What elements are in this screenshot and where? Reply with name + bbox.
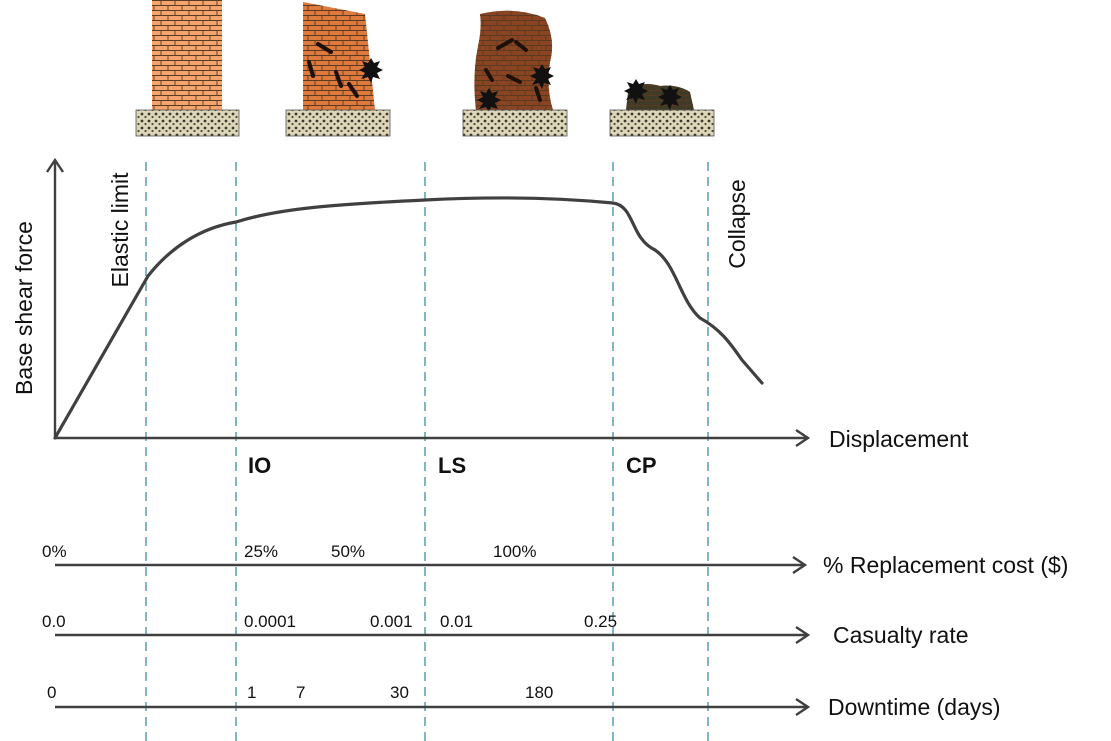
performance-level-ls: LS xyxy=(438,453,466,478)
y-axis-label: Base shear force xyxy=(11,221,37,395)
replacement-cost-label: % Replacement cost ($) xyxy=(823,552,1068,578)
casualty-rate-label: Casualty rate xyxy=(833,622,969,648)
wall-ls-damage-icon xyxy=(462,10,568,137)
spall-icon xyxy=(477,64,554,113)
replacement-cost-scale: 0% 25% 50% 100% % Replacement cost ($) xyxy=(42,542,1068,578)
elastic-limit-label: Elastic limit xyxy=(107,172,133,288)
replacement-cost-tick: 50% xyxy=(331,542,365,561)
casualty-rate-tick: 0.0001 xyxy=(244,612,296,631)
performance-level-io: IO xyxy=(248,453,271,478)
main-axes xyxy=(46,157,811,447)
replacement-cost-tick: 100% xyxy=(493,542,536,561)
casualty-rate-tick: 0.001 xyxy=(370,612,413,631)
downtime-label: Downtime (days) xyxy=(828,694,1001,720)
downtime-tick: 180 xyxy=(525,683,553,702)
wall-cp-collapse-icon xyxy=(609,79,715,137)
wall-io-damage-icon xyxy=(285,2,391,137)
casualty-rate-tick: 0.25 xyxy=(584,612,617,631)
spall-icon xyxy=(359,58,383,83)
downtime-tick: 7 xyxy=(296,683,305,702)
replacement-cost-tick: 25% xyxy=(244,542,278,561)
replacement-cost-tick: 0% xyxy=(42,542,67,561)
casualty-rate-tick: 0.0 xyxy=(42,612,66,631)
spall-icon xyxy=(624,79,682,110)
performance-level-cp: CP xyxy=(626,453,657,478)
x-axis-label: Displacement xyxy=(829,426,969,452)
downtime-tick: 0 xyxy=(47,683,56,702)
casualty-rate-tick: 0.01 xyxy=(440,612,473,631)
collapse-label: Collapse xyxy=(724,179,750,269)
casualty-rate-scale: 0.0 0.0001 0.001 0.01 0.25 Casualty rate xyxy=(42,612,969,648)
wall-intact-icon xyxy=(135,0,240,137)
downtime-tick: 30 xyxy=(390,683,409,702)
downtime-scale: 0 1 7 30 180 Downtime (days) xyxy=(47,683,1001,720)
downtime-tick: 1 xyxy=(247,683,256,702)
capacity-curve xyxy=(53,196,764,440)
stage-dividers xyxy=(145,162,709,741)
